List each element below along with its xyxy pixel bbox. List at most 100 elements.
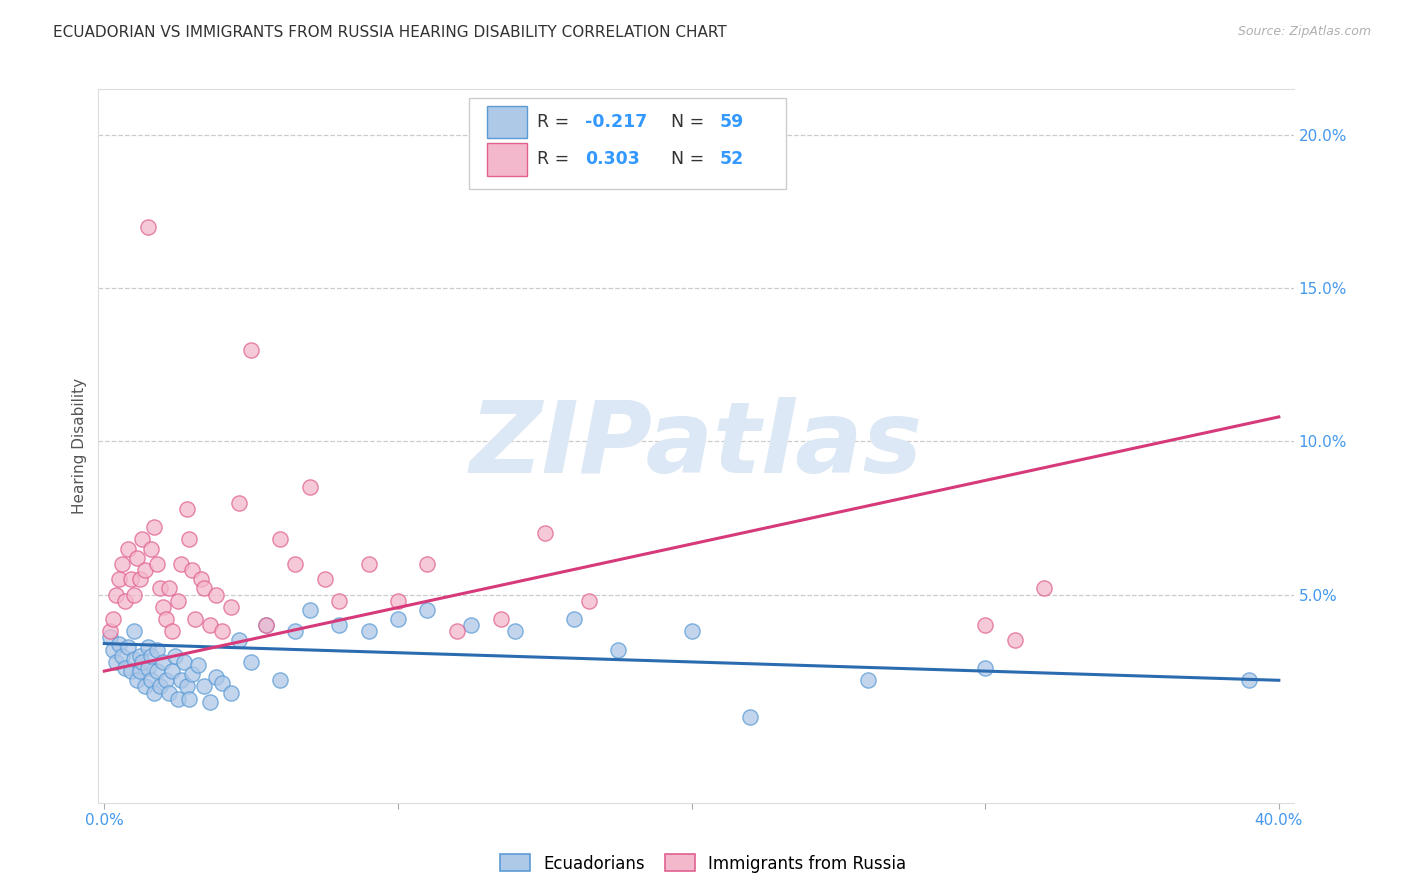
Point	[387, 593, 409, 607]
Point	[607, 642, 630, 657]
Point	[219, 685, 242, 699]
Point	[254, 618, 277, 632]
Point	[155, 673, 177, 688]
Point	[125, 550, 148, 565]
Point	[505, 624, 527, 639]
Point	[117, 640, 139, 654]
Point	[211, 624, 233, 639]
Point	[219, 599, 242, 614]
Point	[187, 657, 209, 672]
Point	[181, 563, 204, 577]
Point	[98, 624, 121, 639]
Legend: Ecuadorians, Immigrants from Russia: Ecuadorians, Immigrants from Russia	[494, 847, 912, 880]
Text: 59: 59	[720, 113, 744, 131]
Y-axis label: Hearing Disability: Hearing Disability	[72, 378, 87, 514]
FancyBboxPatch shape	[486, 105, 527, 138]
Point	[205, 670, 228, 684]
Point	[134, 680, 156, 694]
Point	[169, 557, 191, 571]
Point	[416, 603, 439, 617]
Point	[108, 636, 131, 650]
Point	[157, 582, 180, 596]
Point	[149, 680, 172, 694]
Point	[141, 673, 163, 688]
Point	[122, 588, 145, 602]
Point	[122, 652, 145, 666]
Point	[146, 642, 169, 657]
Point	[105, 588, 128, 602]
Point	[114, 661, 136, 675]
Point	[108, 572, 131, 586]
Point	[155, 612, 177, 626]
Point	[681, 624, 703, 639]
Point	[446, 624, 468, 639]
Point	[357, 557, 380, 571]
Point	[269, 673, 291, 688]
Point	[179, 533, 201, 547]
Point	[228, 633, 250, 648]
Point	[128, 664, 150, 678]
Point	[533, 526, 555, 541]
Point	[211, 676, 233, 690]
Text: 52: 52	[720, 150, 744, 168]
Point	[120, 572, 142, 586]
Point	[143, 685, 166, 699]
Text: ECUADORIAN VS IMMIGRANTS FROM RUSSIA HEARING DISABILITY CORRELATION CHART: ECUADORIAN VS IMMIGRANTS FROM RUSSIA HEA…	[53, 25, 727, 40]
Point	[105, 655, 128, 669]
Point	[146, 664, 169, 678]
Point	[146, 557, 169, 571]
Point	[1032, 582, 1054, 596]
Point	[176, 680, 198, 694]
Point	[152, 655, 174, 669]
Point	[128, 572, 150, 586]
Point	[101, 642, 124, 657]
Point	[284, 624, 307, 639]
Point	[190, 572, 212, 586]
Point	[163, 648, 186, 663]
Point	[169, 673, 191, 688]
Point	[1239, 673, 1261, 688]
Text: R =: R =	[537, 150, 575, 168]
Point	[298, 603, 321, 617]
Point	[856, 673, 879, 688]
Point	[328, 618, 350, 632]
Point	[141, 648, 163, 663]
Point	[114, 593, 136, 607]
Text: 0.303: 0.303	[585, 150, 640, 168]
Point	[160, 624, 183, 639]
Point	[160, 664, 183, 678]
Text: N =: N =	[671, 150, 710, 168]
Point	[228, 496, 250, 510]
Point	[328, 593, 350, 607]
Point	[562, 612, 585, 626]
Point	[184, 612, 207, 626]
Point	[314, 572, 336, 586]
Point	[152, 599, 174, 614]
Point	[489, 612, 512, 626]
Point	[138, 661, 160, 675]
Point	[254, 618, 277, 632]
Point	[198, 695, 221, 709]
Point	[98, 631, 121, 645]
Point	[198, 618, 221, 632]
FancyBboxPatch shape	[470, 98, 786, 189]
Point	[416, 557, 439, 571]
Text: R =: R =	[537, 113, 575, 131]
Point	[974, 618, 997, 632]
Point	[166, 593, 188, 607]
Point	[111, 557, 134, 571]
Point	[149, 582, 172, 596]
Point	[128, 648, 150, 663]
Point	[166, 691, 188, 706]
Point	[269, 533, 291, 547]
Point	[974, 661, 997, 675]
Point	[143, 520, 166, 534]
Point	[117, 541, 139, 556]
Point	[1004, 633, 1026, 648]
Point	[125, 673, 148, 688]
Point	[460, 618, 482, 632]
Point	[740, 710, 762, 724]
Point	[111, 648, 134, 663]
Point	[173, 655, 195, 669]
Point	[157, 685, 180, 699]
